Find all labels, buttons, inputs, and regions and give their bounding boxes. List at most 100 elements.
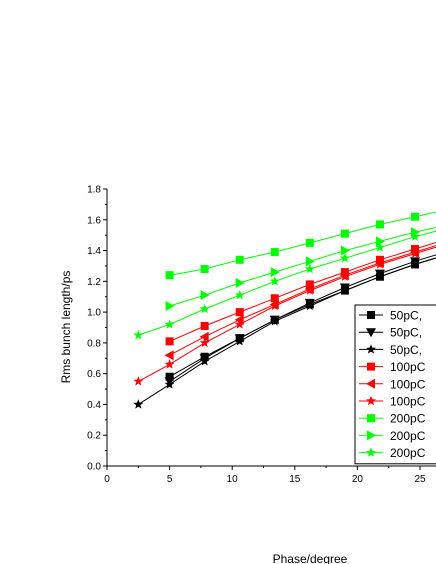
- data-point: [340, 229, 349, 238]
- legend-marker: [367, 414, 375, 423]
- data-point: [199, 337, 210, 348]
- data-point: [374, 242, 385, 252]
- legend: 50pC, 50pC, 50pC, 100pC 100pC 100pC 200pC 20…: [354, 304, 436, 465]
- y-tick-label: 0.4: [87, 400, 101, 411]
- legend-entry: 50pC,: [359, 309, 422, 323]
- data-point: [304, 300, 315, 311]
- legend-entry: 100pC: [359, 360, 426, 374]
- data-point: [339, 285, 350, 295]
- x-tick-label: 25: [414, 474, 426, 485]
- data-point: [270, 294, 279, 303]
- y-tick-label: 1.2: [87, 277, 101, 288]
- x-tick-label: 5: [167, 474, 173, 485]
- data-point: [199, 303, 210, 314]
- y-tick-label: 0.6: [87, 369, 101, 380]
- y-tick-label: 0.0: [87, 462, 101, 473]
- data-point: [270, 267, 280, 278]
- data-point: [164, 359, 175, 369]
- data-point: [304, 285, 315, 295]
- legend-entry: 200pC: [359, 446, 426, 460]
- data-point: [374, 259, 385, 269]
- legend-marker: [366, 328, 376, 338]
- legend-marker: [366, 378, 375, 389]
- data-point: [269, 316, 280, 326]
- data-point: [410, 227, 420, 238]
- data-point: [234, 319, 245, 329]
- data-point: [410, 248, 420, 258]
- series-6: [133, 246, 436, 386]
- data-point: [305, 256, 315, 267]
- legend-entry: 50pC,: [359, 326, 422, 340]
- data-point: [270, 248, 279, 257]
- data-point: [375, 220, 384, 229]
- data-point: [374, 271, 385, 281]
- legend-label: 50pC,: [390, 343, 422, 357]
- data-point: [305, 280, 314, 289]
- legend-entry: 200pC: [359, 429, 426, 443]
- legend-entry: 50pC,: [359, 343, 422, 357]
- legend-entry: 200pC: [359, 412, 426, 426]
- data-point: [165, 300, 175, 311]
- series-8: [165, 226, 436, 311]
- legend-label: 100pC: [390, 360, 426, 374]
- legend-label: 200pC: [390, 412, 426, 426]
- x-tick-label: 20: [352, 474, 364, 485]
- y-axis: 0.0 0.2 0.4 0.6 0.8 1.0 1.2 1.4 1.6 1.8: [87, 185, 108, 473]
- data-point: [269, 300, 280, 311]
- data-point: [235, 277, 245, 288]
- data-point: [164, 319, 175, 329]
- data-point: [305, 238, 314, 247]
- series-9: [133, 230, 436, 340]
- series-line: [138, 230, 436, 336]
- x-tick-label: 10: [227, 474, 239, 485]
- data-point: [200, 321, 209, 330]
- plot-area: [133, 211, 436, 409]
- data-point: [164, 379, 175, 389]
- data-point: [200, 290, 210, 301]
- data-point: [410, 231, 420, 241]
- data-point: [165, 372, 174, 381]
- y-tick-label: 0.2: [87, 431, 101, 442]
- data-point: [339, 253, 350, 263]
- x-axis-title: Phase/degree: [273, 552, 348, 564]
- data-point: [234, 289, 245, 300]
- data-point: [133, 376, 144, 386]
- plot-clip-group: [133, 211, 436, 409]
- legend-marker: [367, 430, 376, 441]
- x-tick-label: 0: [104, 474, 110, 485]
- data-point: [165, 271, 174, 280]
- legend-label: 50pC,: [390, 309, 422, 323]
- legend-label: 200pC: [390, 429, 426, 443]
- y-axis-title: Rms bunch length/ps: [59, 271, 73, 384]
- series-line: [138, 246, 436, 382]
- legend-entry: 100pC: [359, 377, 426, 391]
- data-point: [234, 314, 244, 325]
- series-7: [165, 211, 436, 280]
- data-point: [200, 265, 209, 274]
- y-tick-label: 1.4: [87, 246, 101, 257]
- legend-marker: [367, 311, 375, 319]
- legend-label: 50pC,: [390, 326, 422, 340]
- data-point: [165, 337, 174, 346]
- legend-label: 200pC: [390, 446, 426, 460]
- series-3: [133, 257, 436, 409]
- data-point: [269, 276, 280, 286]
- data-point: [234, 336, 245, 346]
- legend-marker: [367, 362, 375, 371]
- legend-label: 100pC: [390, 395, 426, 409]
- data-point: [164, 350, 174, 361]
- y-tick-label: 0.8: [87, 338, 101, 349]
- data-point: [235, 255, 244, 264]
- data-point: [410, 259, 420, 269]
- x-axis: 0 5 10 15 20 25: [104, 465, 436, 485]
- legend-marker: [366, 447, 376, 457]
- data-point: [235, 308, 244, 317]
- legend-marker: [366, 344, 376, 354]
- data-point: [375, 236, 385, 247]
- data-point: [199, 331, 209, 342]
- y-tick-label: 1.8: [87, 185, 101, 196]
- data-point: [133, 399, 144, 409]
- data-point: [339, 271, 350, 281]
- legend-marker: [366, 395, 376, 406]
